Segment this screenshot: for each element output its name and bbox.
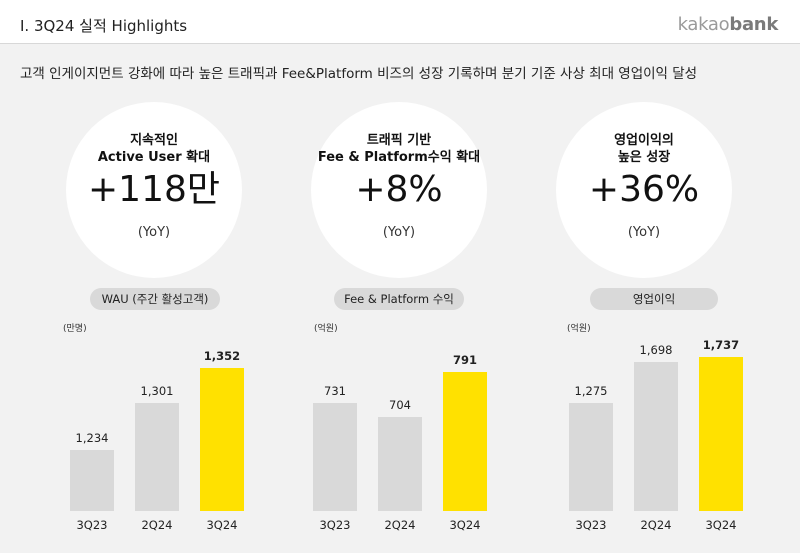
data-label-fee-platform-2q24: 704 — [389, 398, 411, 412]
bar-operating-profit-2q24 — [634, 362, 678, 511]
page-title: I. 3Q24 실적 Highlights — [20, 17, 188, 35]
data-label-fee-platform-3q24: 791 — [453, 353, 477, 367]
kpi-label-line1: 트래픽 기반 — [366, 133, 432, 148]
kpi-yoy-note: (YoY) — [137, 225, 171, 240]
chart-unit-fee-platform: (억원) — [314, 324, 338, 334]
logo-text-bold: bank — [729, 14, 778, 35]
tick-label-operating-profit-3q23: 3Q23 — [575, 518, 606, 532]
kpi-yoy-note: (YoY) — [627, 225, 661, 240]
data-label-wau-3q24: 1,352 — [204, 349, 240, 363]
kpi-label: 지속적인 Active User 확대 — [66, 132, 242, 166]
bar-operating-profit-3q23 — [569, 403, 613, 511]
chart-title-fee-platform: Fee & Platform 수익 — [334, 288, 464, 310]
data-label-operating-profit-3q23: 1,275 — [575, 384, 608, 398]
kakaobank-logo: kakaobank — [677, 14, 779, 35]
data-label-operating-profit-2q24: 1,698 — [640, 343, 673, 357]
logo-text-light: kakao — [677, 14, 730, 35]
bar-fee-platform-2q24 — [378, 417, 422, 511]
kpi-label-line2: Fee & Platform수익 확대 — [317, 150, 481, 165]
bar-operating-profit-3q24 — [699, 357, 743, 511]
chart-title-wau: WAU (주간 활성고객) — [90, 288, 220, 310]
kpi-label-line1: 영업이익의 — [614, 133, 674, 148]
bar-fee-platform-3q24 — [443, 372, 487, 511]
data-label-wau-3q23: 1,234 — [76, 431, 109, 445]
tick-label-fee-platform-3q24: 3Q24 — [449, 518, 480, 532]
chart-unit-operating-profit: (억원) — [567, 324, 591, 334]
data-label-fee-platform-3q23: 731 — [324, 384, 346, 398]
kpi-circle-operating-profit: 영업이익의 높은 성장 +36% (YoY) — [556, 102, 732, 278]
tick-label-wau-3q24: 3Q24 — [206, 518, 237, 532]
chart-title-operating-profit: 영업이익 — [590, 288, 718, 310]
kpi-yoy-note: (YoY) — [382, 225, 416, 240]
page-subtitle: 고객 인게이지먼트 강화에 따라 높은 트래픽과 Fee&Platform 비즈… — [20, 66, 698, 82]
kpi-label-line2: 높은 성장 — [617, 150, 671, 165]
chart-unit-wau: (만명) — [63, 324, 87, 334]
kpi-label: 영업이익의 높은 성장 — [556, 132, 732, 166]
kpi-label: 트래픽 기반 Fee & Platform수익 확대 — [311, 132, 487, 166]
bar-fee-platform-3q23 — [313, 403, 357, 511]
kpi-value: +36% — [588, 169, 700, 210]
tick-label-operating-profit-3q24: 3Q24 — [705, 518, 736, 532]
header-bar: I. 3Q24 실적 Highlights kakaobank — [0, 0, 800, 44]
bar-wau-2q24 — [135, 403, 179, 511]
kpi-value: +8% — [355, 169, 443, 210]
bar-wau-3q23 — [70, 450, 114, 511]
kpi-label-line2: Active User 확대 — [97, 150, 211, 165]
data-label-wau-2q24: 1,301 — [141, 384, 174, 398]
kpi-value: +118만 — [88, 169, 220, 210]
kpi-circle-fee-platform: 트래픽 기반 Fee & Platform수익 확대 +8% (YoY) — [311, 102, 487, 278]
tick-label-operating-profit-2q24: 2Q24 — [640, 518, 671, 532]
tick-label-wau-3q23: 3Q23 — [76, 518, 107, 532]
kpi-label-line1: 지속적인 — [130, 133, 178, 148]
data-label-operating-profit-3q24: 1,737 — [703, 338, 739, 352]
tick-label-fee-platform-3q23: 3Q23 — [319, 518, 350, 532]
bar-wau-3q24 — [200, 368, 244, 511]
header-divider — [0, 43, 800, 44]
kpi-circle-active-users: 지속적인 Active User 확대 +118만 (YoY) — [66, 102, 242, 278]
tick-label-wau-2q24: 2Q24 — [141, 518, 172, 532]
tick-label-fee-platform-2q24: 2Q24 — [384, 518, 415, 532]
